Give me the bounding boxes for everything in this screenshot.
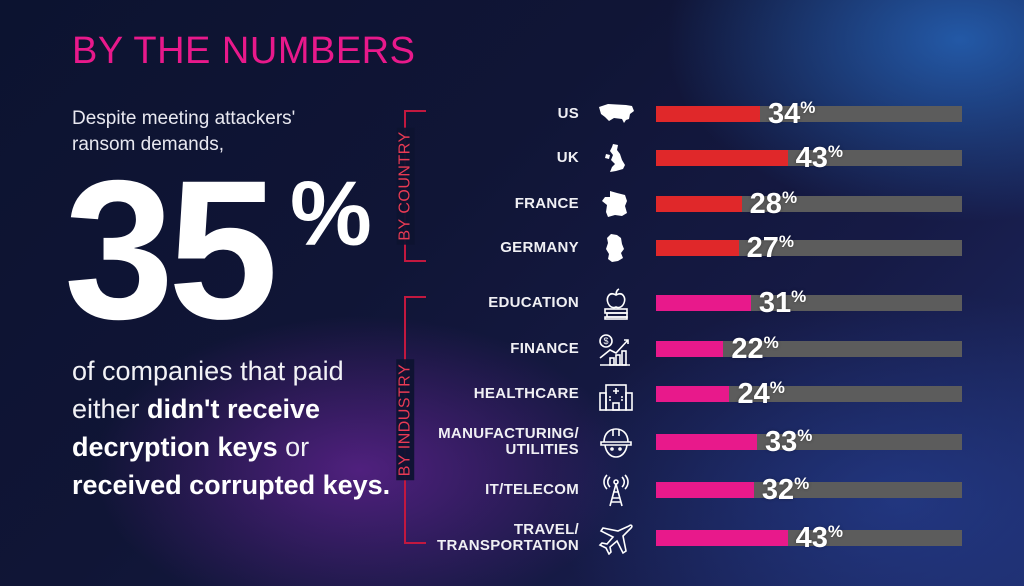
bar-track-manufacturing-utilities [656,434,962,450]
hard-hat-icon [596,425,636,459]
money-growth-icon: $ [596,332,636,366]
bar-label-manufacturing-utilities: MANUFACTURING/UTILITIES [438,425,579,458]
summary-part-2: or [277,432,310,462]
bar-label-education: EDUCATION [488,294,579,311]
bar-value-finance: 22% [731,333,779,365]
bar-label-uk: UK [556,149,579,166]
france-map-icon [596,187,636,221]
bar-label-travel-transportation: TRAVEL/TRANSPORTATION [437,521,579,554]
bar-value-uk: 43% [795,142,843,174]
summary-text: of companies that paid either didn't rec… [72,352,392,504]
bar-track-education [656,295,962,311]
bar-label-finance: FINANCE [510,340,579,357]
bar-label-healthcare: HEALTHCARE [473,385,579,402]
bar-track-travel-transportation [656,530,962,546]
bar-education [656,295,751,311]
by-country-label: BY COUNTRY [396,127,415,245]
summary-bold-2: received corrupted keys. [72,470,391,500]
apple-books-icon [596,286,636,320]
bar-label-france: FRANCE [514,195,579,212]
bar-track-germany [656,240,962,256]
bar-germany [656,240,739,256]
bar-track-it-telecom [656,482,962,498]
bar-travel-transportation [656,530,788,546]
summary-bold-1: didn't receive decryption keys [72,394,321,462]
bar-healthcare [656,386,730,402]
bar-finance [656,341,724,357]
hospital-icon [596,377,636,411]
bar-value-manufacturing-utilities: 33% [764,426,813,458]
bar-it-telecom [656,482,754,498]
headline-stat-unit: % [290,163,372,265]
bar-track-healthcare [656,386,962,402]
bar-manufacturing-utilities [656,434,757,450]
headline-stat: 35 % [64,139,372,360]
bar-value-us: 34% [768,98,816,130]
bar-value-education: 31% [758,287,807,319]
svg-text:$: $ [604,336,609,346]
bar-france [656,196,742,212]
bar-label-us: US [557,105,579,122]
bar-us [656,106,761,122]
antenna-tower-icon [596,473,636,507]
bar-value-healthcare: 24% [737,378,785,410]
bar-value-it-telecom: 32% [761,474,810,506]
bar-uk [656,150,788,166]
bar-track-uk [656,150,962,166]
bar-track-us [656,106,962,122]
bar-track-finance [656,341,962,357]
bar-label-it-telecom: IT/TELECOM [485,481,579,498]
us-map-icon [596,97,636,131]
headline-stat-value: 35 [64,139,278,360]
bar-value-germany: 27% [746,232,794,264]
by-industry-label: BY INDUSTRY [395,359,414,481]
airplane-icon [596,521,636,555]
bar-value-france: 28% [749,188,798,220]
page-title: BY THE NUMBERS [72,30,416,72]
germany-map-icon [596,231,636,265]
bar-track-france [656,196,962,212]
summary-part-1: of companies that paid either [72,356,344,424]
bar-value-travel-transportation: 43% [795,522,843,554]
intro-text: Despite meeting attackers' ransom demand… [72,108,296,155]
bar-label-germany: GERMANY [500,239,579,256]
uk-map-icon [596,141,636,175]
